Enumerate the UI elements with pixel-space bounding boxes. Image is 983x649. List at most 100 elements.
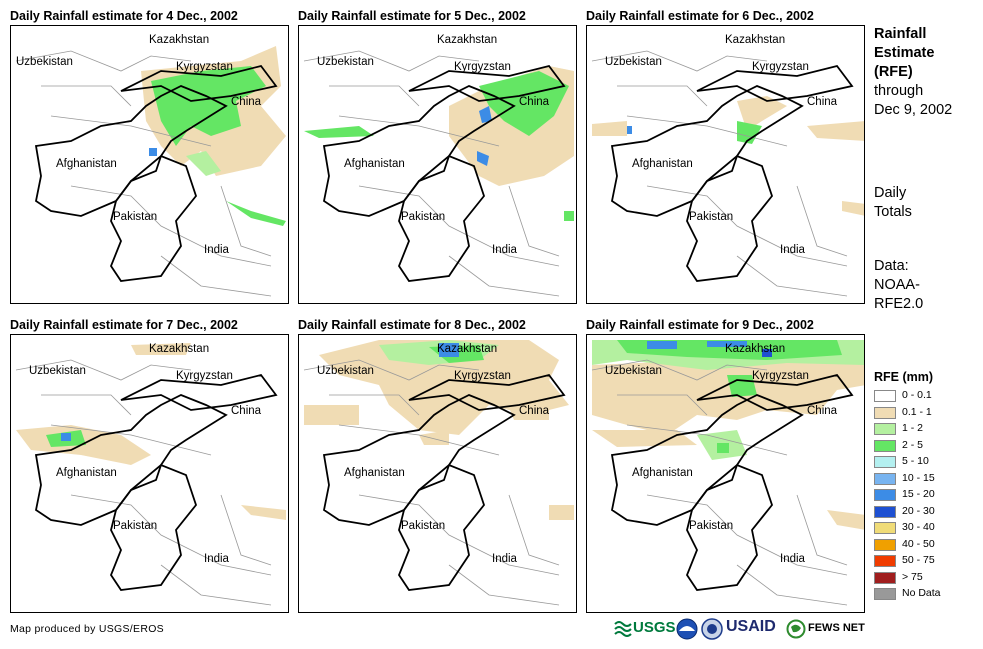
legend-label: No Data <box>902 587 941 599</box>
label-china-2: China <box>519 96 550 108</box>
legend-swatch <box>874 571 896 584</box>
legend-label: 1 - 2 <box>902 422 924 434</box>
rain-overlay-4 <box>16 343 286 520</box>
label-uzbekistan-3: Uzbekistan <box>605 56 662 68</box>
usaid-logo: USAID <box>726 618 776 636</box>
legend-label: 40 - 50 <box>902 537 935 550</box>
label-china-5: China <box>519 405 550 417</box>
panel-title-5: Daily Rainfall estimate for 8 Dec., 2002 <box>298 318 526 332</box>
label-afghanistan-1: Afghanistan <box>56 158 117 170</box>
legend-label: 50 - 75 <box>902 554 935 566</box>
side-through-line-2: Dec 9, 2002 <box>874 102 953 118</box>
label-uzbekistan-4: Uzbekistan <box>29 365 86 377</box>
side-data-source: Data: NOAA- RFE2.0 <box>874 257 923 314</box>
label-china-3: China <box>807 96 838 108</box>
legend-swatch <box>874 555 896 567</box>
map-panel-3: Kazakhstan Uzbekistan Kyrgyzstan China A… <box>586 25 865 304</box>
label-india-4: India <box>204 553 229 565</box>
label-kazakhstan-3: Kazakhstan <box>725 34 786 46</box>
boundaries-6 <box>591 359 854 606</box>
usaid-text: USAID <box>726 618 776 635</box>
legend-label: 5 - 10 <box>902 455 929 467</box>
map-panel-1: Kazakhstan Uzbekistan Kyrgyzstan China A… <box>10 25 289 304</box>
legend-swatch <box>874 406 896 419</box>
credit-text: Map produced by USGS/EROS <box>10 623 164 635</box>
legend-swatch <box>874 390 896 402</box>
boundaries-2 <box>303 50 566 297</box>
legend-swatch <box>874 472 896 485</box>
label-pakistan-6: Pakistan <box>689 520 734 532</box>
fewsnet-text: FEWS NET <box>808 622 865 634</box>
rain-overlay-3 <box>592 96 864 216</box>
usgs-logo: USGS <box>614 618 676 640</box>
label-uzbekistan-1: Uzbekistan <box>16 56 73 68</box>
legend-label: 2 - 5 <box>902 438 924 451</box>
noaa-icon <box>676 618 698 640</box>
label-pakistan-2: Pakistan <box>401 211 446 223</box>
panel-title-1: Daily Rainfall estimate for 4 Dec., 2002 <box>10 9 238 23</box>
label-kyrgyzstan-4: Kyrgyzstan <box>176 370 233 382</box>
label-afghanistan-4: Afghanistan <box>56 467 117 479</box>
label-uzbekistan-2: Uzbekistan <box>317 56 374 68</box>
map-panel-4: Kazakhstan Uzbekistan Kyrgyzstan China A… <box>10 334 289 613</box>
boundaries-5 <box>303 359 566 606</box>
side-period: Daily Totals <box>874 184 912 222</box>
label-pakistan-1: Pakistan <box>113 211 158 223</box>
label-kazakhstan-2: Kazakhstan <box>437 34 498 46</box>
legend-title: RFE (mm) <box>874 370 934 384</box>
label-afghanistan-6: Afghanistan <box>632 467 693 479</box>
panel-title-6: Daily Rainfall estimate for 9 Dec., 2002 <box>586 318 814 332</box>
side-title: Rainfall Estimate (RFE) through Dec 9, 2… <box>874 25 952 120</box>
map-panel-6: Kazakhstan Uzbekistan Kyrgyzstan China A… <box>586 334 865 613</box>
label-uzbekistan-5: Uzbekistan <box>317 365 374 377</box>
side-through-line-1: through <box>874 83 924 99</box>
label-pakistan-4: Pakistan <box>113 520 158 532</box>
legend-swatch <box>874 423 896 435</box>
dos-seal-logo <box>701 618 723 645</box>
label-india-3: India <box>780 244 805 256</box>
legend-swatch <box>874 456 896 468</box>
side-data-line-3: RFE2.0 <box>874 296 924 312</box>
label-china-6: China <box>807 405 838 417</box>
rain-overlay-5 <box>304 340 574 520</box>
panel-title-4: Daily Rainfall estimate for 7 Dec., 2002 <box>10 318 238 332</box>
side-data-line-2: NOAA- <box>874 277 920 293</box>
usgs-text: USGS <box>633 619 676 636</box>
legend-swatch <box>874 538 896 551</box>
noaa-logo <box>676 618 698 645</box>
label-pakistan-3: Pakistan <box>689 211 734 223</box>
label-india-5: India <box>492 553 517 565</box>
legend-label: 30 - 40 <box>902 521 935 533</box>
label-kyrgyzstan-3: Kyrgyzstan <box>752 61 809 73</box>
rain-overlay-6 <box>592 340 864 530</box>
legend-label: 10 - 15 <box>902 471 935 484</box>
label-afghanistan-3: Afghanistan <box>632 158 693 170</box>
legend-swatch <box>874 505 896 518</box>
label-kyrgyzstan-2: Kyrgyzstan <box>454 61 511 73</box>
legend-label: 15 - 20 <box>902 488 935 500</box>
legend-swatch <box>874 522 896 534</box>
label-kyrgyzstan-5: Kyrgyzstan <box>454 370 511 382</box>
label-kazakhstan-1: Kazakhstan <box>149 34 210 46</box>
side-data-line-1: Data: <box>874 258 909 274</box>
label-uzbekistan-6: Uzbekistan <box>605 365 662 377</box>
side-period-line-2: Totals <box>874 204 912 220</box>
legend-label: 20 - 30 <box>902 504 935 517</box>
legend-label: > 75 <box>902 570 923 583</box>
legend-label: 0 - 0.1 <box>902 389 932 401</box>
side-title-line-2: Estimate <box>874 45 935 61</box>
side-title-line-3: (RFE) <box>874 64 913 80</box>
label-china-4: China <box>231 405 262 417</box>
boundaries-4 <box>15 359 278 606</box>
label-india-6: India <box>780 553 805 565</box>
side-period-line-1: Daily <box>874 185 907 201</box>
side-title-line-1: Rainfall <box>874 26 927 42</box>
label-kazakhstan-4: Kazakhstan <box>149 343 210 355</box>
label-kyrgyzstan-6: Kyrgyzstan <box>752 370 809 382</box>
label-china-1: China <box>231 96 262 108</box>
legend-swatch <box>874 489 896 501</box>
map-panel-5: Kazakhstan Uzbekistan Kyrgyzstan China A… <box>298 334 577 613</box>
label-kyrgyzstan-1: Kyrgyzstan <box>176 61 233 73</box>
legend-label: 0.1 - 1 <box>902 405 932 418</box>
boundaries-1 <box>15 50 278 297</box>
